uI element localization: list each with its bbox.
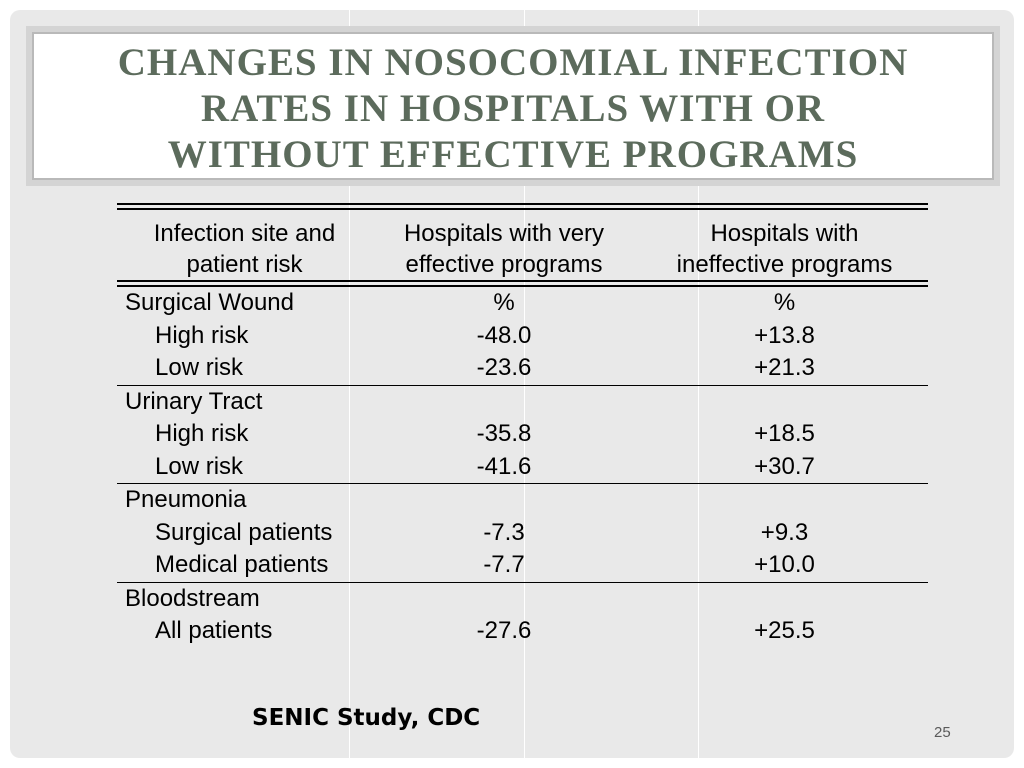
header-effective-programs: Hospitals with very effective programs (379, 218, 629, 280)
header-line: Infection site and (153, 220, 336, 247)
page-number: 25 (934, 724, 951, 741)
header-line: patient risk (186, 251, 303, 278)
value-effective: -48.0 (476, 321, 532, 349)
row-label: All patients (155, 617, 273, 644)
header-line: ineffective programs (676, 251, 893, 278)
row-label: Medical patients (155, 551, 329, 578)
value-ineffective: +25.5 (754, 617, 815, 644)
value-ineffective: +21.3 (754, 354, 815, 381)
background-line (524, 10, 525, 758)
table-top-rule (117, 203, 928, 210)
table-row: Urinary Tract (117, 386, 928, 419)
value-ineffective: +10.0 (754, 551, 815, 578)
table-header-rule (117, 280, 928, 287)
value-effective: -35.8 (476, 420, 532, 447)
table-group-surgical-wound: Surgical Wound % % High risk -48.0 +13.8… (117, 287, 928, 386)
table-row: Low risk -41.6 +30.7 (117, 451, 928, 484)
row-label: Low risk (155, 354, 244, 381)
group-label: Pneumonia (125, 486, 247, 513)
group-label: Surgical Wound (125, 289, 294, 316)
value-effective: -27.6 (476, 617, 532, 644)
background-line (698, 10, 699, 758)
table-row: Medical patients -7.7 +10.0 (117, 549, 928, 582)
value-ineffective: +13.8 (754, 321, 815, 349)
infection-rate-table: Infection site and patient risk Hospital… (117, 203, 928, 648)
title-line: CHANGES IN NOSOCOMIAL INFECTION (117, 41, 909, 84)
value-ineffective: +30.7 (754, 452, 815, 480)
title-line: WITHOUT EFFECTIVE PROGRAMS (167, 133, 859, 176)
row-label: Low risk (155, 452, 244, 480)
group-label: Urinary Tract (125, 387, 263, 415)
table-row: High risk -35.8 +18.5 (117, 418, 928, 451)
unit-effective: % (493, 289, 515, 316)
header-ineffective-programs: Hospitals with ineffective programs (657, 218, 912, 280)
slide-title: CHANGES IN NOSOCOMIAL INFECTION RATES IN… (34, 40, 992, 178)
group-label: Bloodstream (125, 584, 260, 612)
table-row: Surgical patients -7.3 +9.3 (117, 517, 928, 550)
table-group-bloodstream: Bloodstream All patients -27.6 +25.5 (117, 583, 928, 648)
header-line: effective programs (405, 251, 603, 278)
header-line: Hospitals with (710, 220, 859, 247)
slide: CHANGES IN NOSOCOMIAL INFECTION RATES IN… (10, 10, 1014, 758)
value-ineffective: +9.3 (760, 518, 809, 546)
value-effective: -7.3 (483, 518, 525, 546)
row-label: High risk (155, 321, 249, 349)
table-row: All patients -27.6 +25.5 (117, 615, 928, 648)
unit-ineffective: % (773, 289, 796, 316)
table-row: Low risk -23.6 +21.3 (117, 352, 928, 385)
row-label: High risk (155, 420, 249, 447)
value-effective: -23.6 (476, 354, 532, 381)
value-effective: -7.7 (483, 551, 525, 578)
table-group-pneumonia: Pneumonia Surgical patients -7.3 +9.3 Me… (117, 484, 928, 583)
source-citation: SENIC Study, CDC (252, 705, 481, 731)
title-box: CHANGES IN NOSOCOMIAL INFECTION RATES IN… (32, 32, 994, 180)
background-line (349, 10, 350, 758)
row-label: Surgical patients (155, 518, 333, 546)
value-effective: -41.6 (476, 452, 532, 480)
table-row: Bloodstream (117, 583, 928, 616)
value-ineffective: +18.5 (754, 420, 815, 447)
table-group-urinary-tract: Urinary Tract High risk -35.8 +18.5 Low … (117, 386, 928, 484)
title-line: RATES IN HOSPITALS WITH OR (200, 87, 826, 130)
table-row: Surgical Wound % % (117, 287, 928, 320)
table-header: Infection site and patient risk Hospital… (117, 210, 928, 280)
header-infection-site: Infection site and patient risk (117, 218, 372, 280)
header-line: Hospitals with very (403, 220, 605, 247)
table-row: Pneumonia (117, 484, 928, 517)
table-row: High risk -48.0 +13.8 (117, 320, 928, 353)
